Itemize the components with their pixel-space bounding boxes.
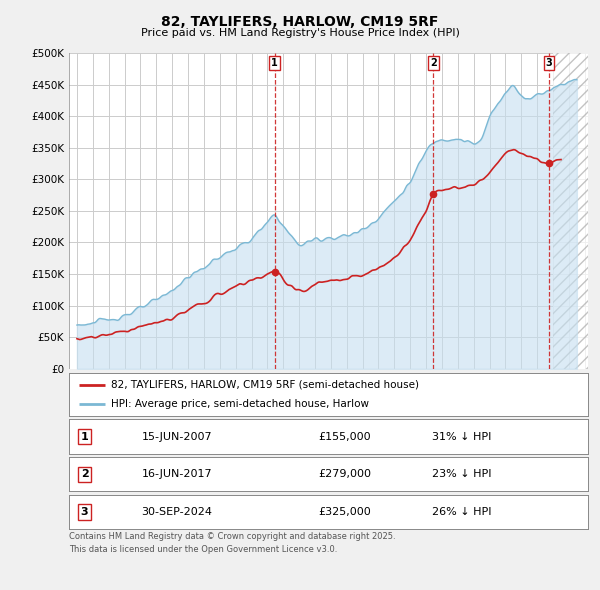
Text: £279,000: £279,000 <box>318 470 371 479</box>
Text: 82, TAYLIFERS, HARLOW, CM19 5RF (semi-detached house): 82, TAYLIFERS, HARLOW, CM19 5RF (semi-de… <box>110 380 419 390</box>
Text: £155,000: £155,000 <box>318 432 371 441</box>
Text: 2: 2 <box>80 470 88 479</box>
Text: 31% ↓ HPI: 31% ↓ HPI <box>432 432 491 441</box>
Text: 1: 1 <box>80 432 88 441</box>
Text: 3: 3 <box>81 507 88 517</box>
Text: £325,000: £325,000 <box>318 507 371 517</box>
Text: 23% ↓ HPI: 23% ↓ HPI <box>432 470 492 479</box>
Text: 26% ↓ HPI: 26% ↓ HPI <box>432 507 492 517</box>
Text: 1: 1 <box>271 58 278 68</box>
Text: 3: 3 <box>546 58 553 68</box>
Text: 16-JUN-2017: 16-JUN-2017 <box>142 470 212 479</box>
Text: 15-JUN-2007: 15-JUN-2007 <box>142 432 212 441</box>
Bar <box>553 53 588 369</box>
Text: This data is licensed under the Open Government Licence v3.0.: This data is licensed under the Open Gov… <box>69 545 337 554</box>
Text: Price paid vs. HM Land Registry's House Price Index (HPI): Price paid vs. HM Land Registry's House … <box>140 28 460 38</box>
Text: 30-SEP-2024: 30-SEP-2024 <box>142 507 212 517</box>
Text: 82, TAYLIFERS, HARLOW, CM19 5RF: 82, TAYLIFERS, HARLOW, CM19 5RF <box>161 15 439 30</box>
Text: Contains HM Land Registry data © Crown copyright and database right 2025.: Contains HM Land Registry data © Crown c… <box>69 532 395 541</box>
Text: 2: 2 <box>430 58 437 68</box>
Text: HPI: Average price, semi-detached house, Harlow: HPI: Average price, semi-detached house,… <box>110 399 368 409</box>
